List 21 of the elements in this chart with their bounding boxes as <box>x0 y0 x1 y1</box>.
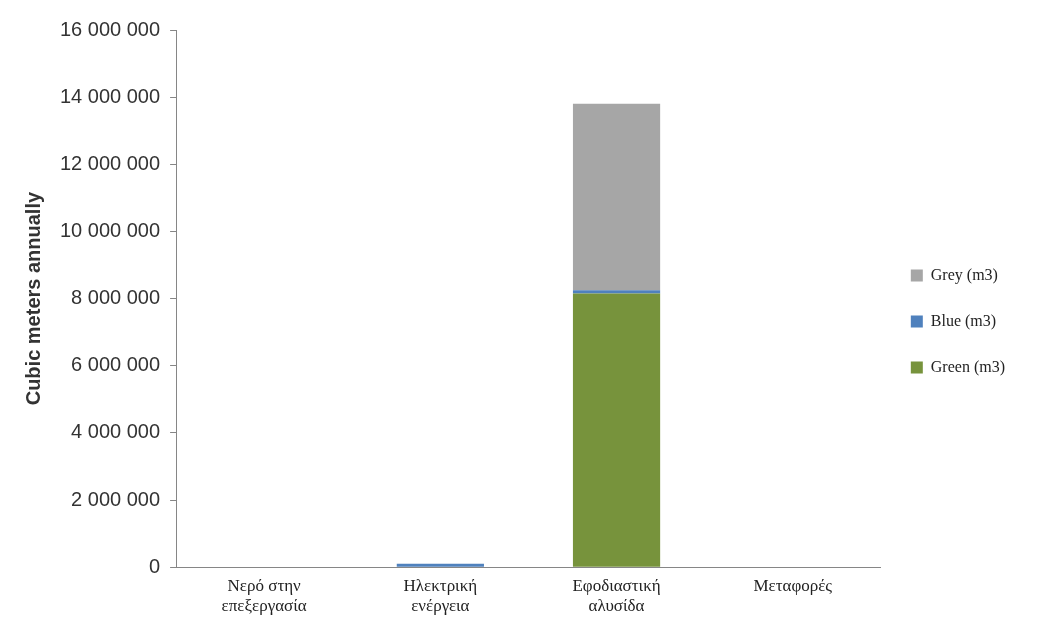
y-tick-label: 12 000 000 <box>59 151 161 174</box>
y-tick-label: 4 000 000 <box>71 420 161 443</box>
x-tick-label: Εφοδιαστική αλυσίδα <box>572 575 661 616</box>
y-tick-label: 16 000 000 <box>59 17 161 40</box>
y-tick-label: 14 000 000 <box>59 84 161 107</box>
bar <box>572 103 661 291</box>
x-tick-label: Νερό στην επεξεργασία <box>221 575 307 616</box>
y-axis-title: Cubic meters annually <box>21 191 44 406</box>
legend-label: Blue (m3) <box>930 311 997 330</box>
y-tick-label: 6 000 000 <box>71 353 161 376</box>
legend-label: Green (m3) <box>930 357 1005 376</box>
y-tick-label: 2 000 000 <box>71 487 161 510</box>
x-tick-label: Ηλεκτρική ενέργεια <box>403 575 478 616</box>
bar <box>572 293 661 567</box>
y-tick-label: 0 <box>148 554 161 577</box>
bar <box>396 563 484 567</box>
legend-label: Grey (m3) <box>930 265 998 284</box>
x-tick-label: Μεταφορές <box>753 575 833 595</box>
y-tick-label: 8 000 000 <box>71 286 161 309</box>
y-tick-label: 10 000 000 <box>59 218 161 241</box>
bar <box>572 290 661 294</box>
